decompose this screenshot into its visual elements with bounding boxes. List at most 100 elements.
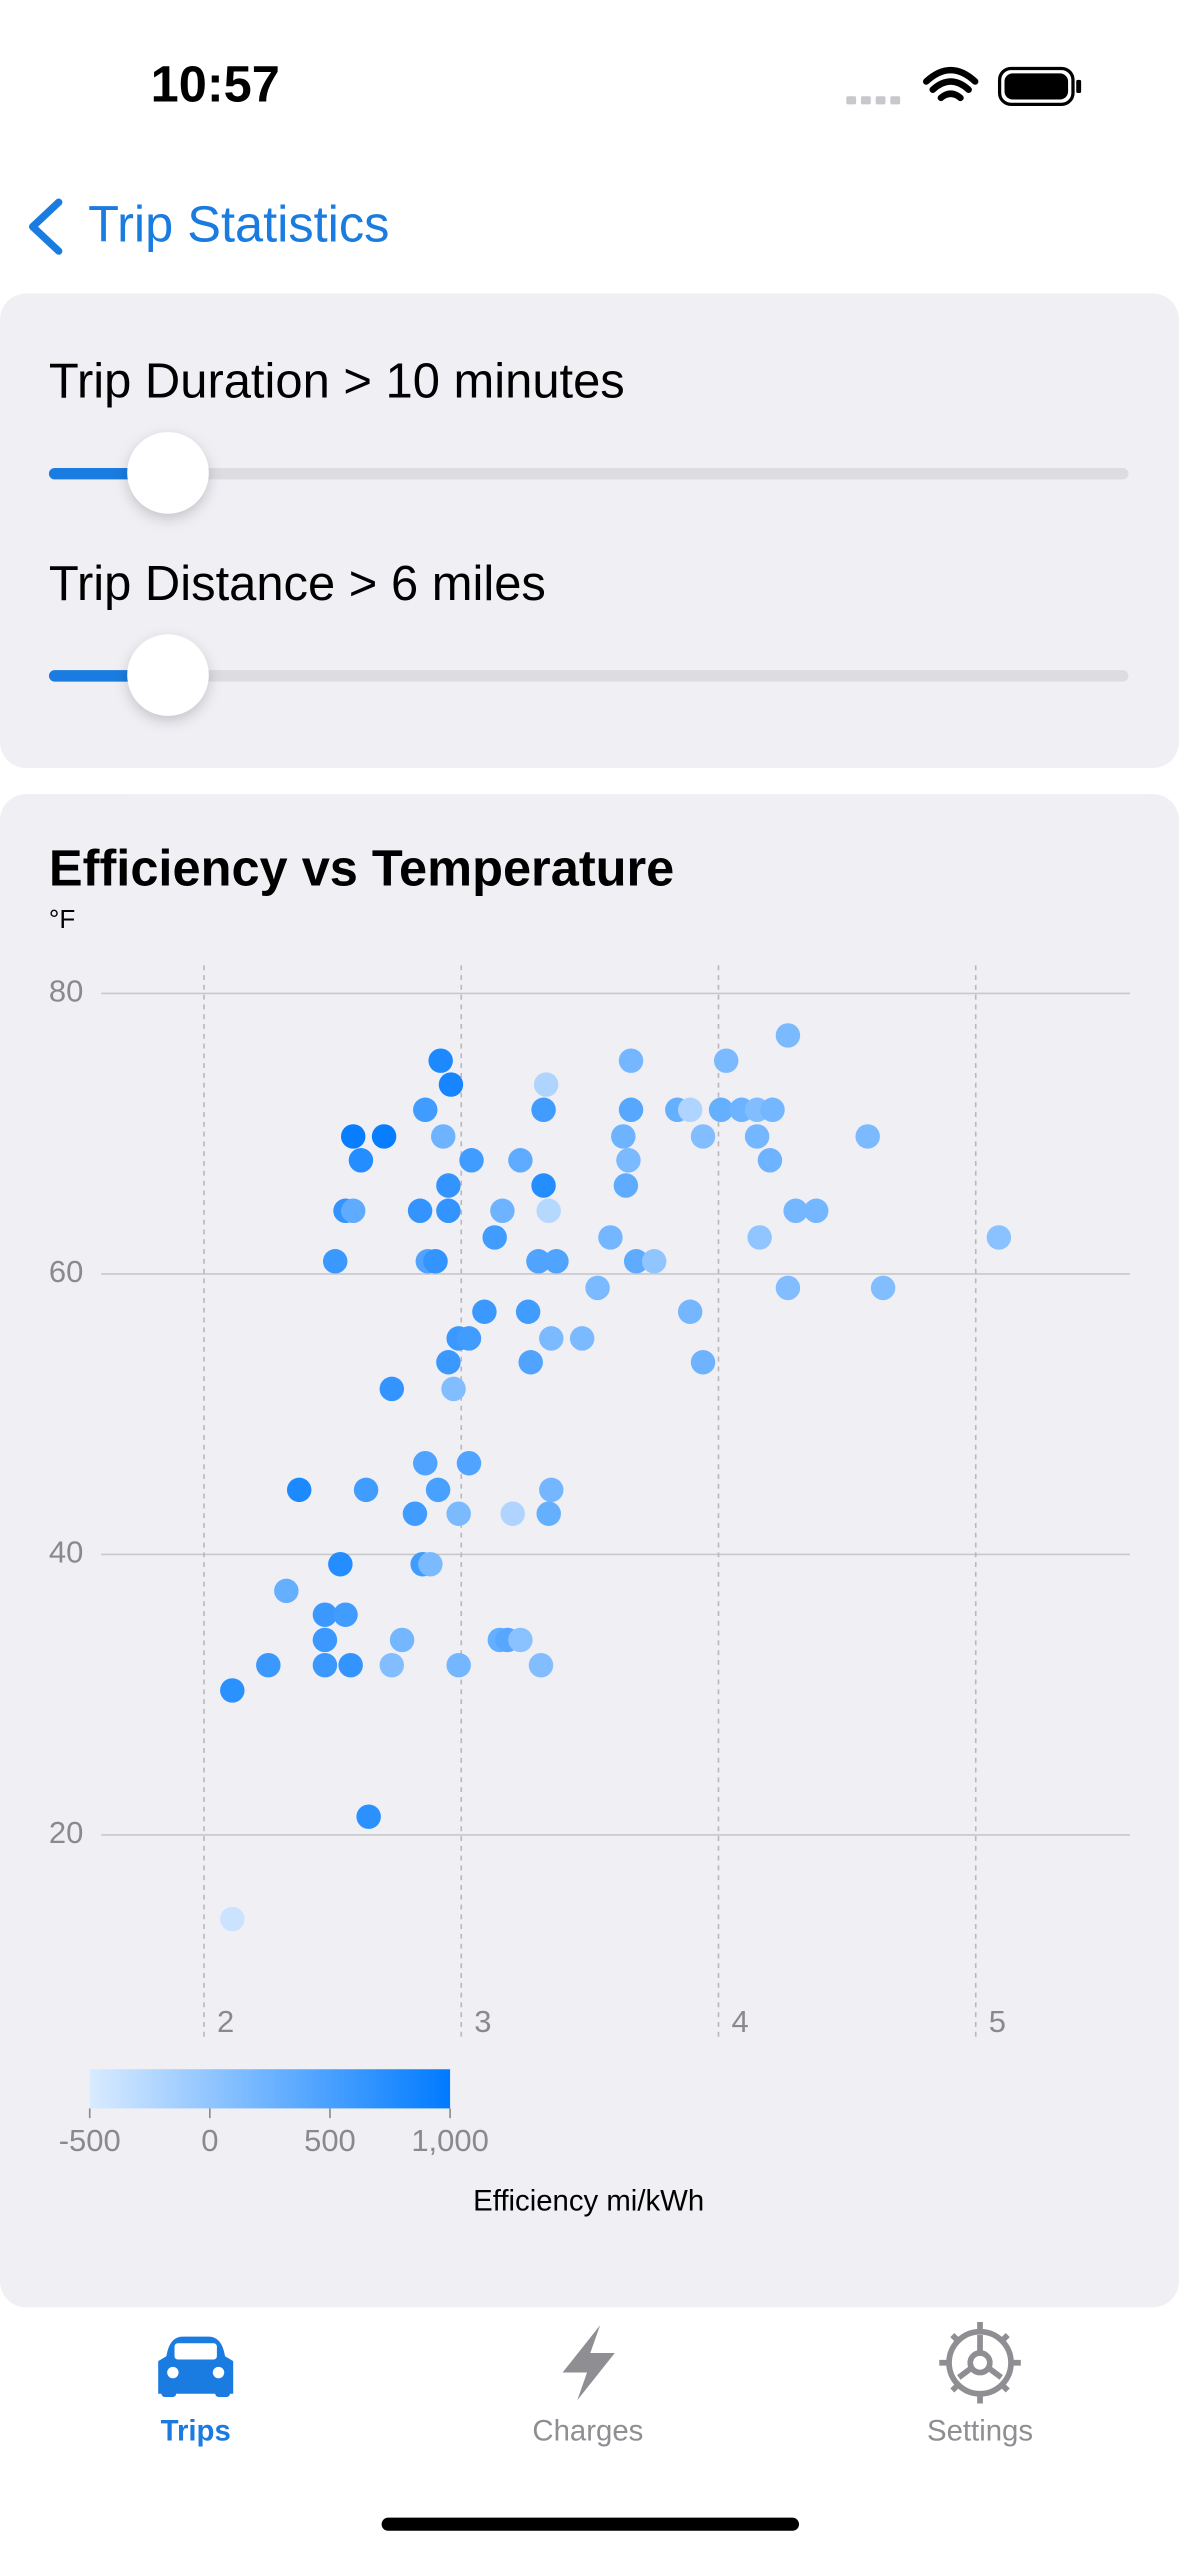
chart-card: [0, 794, 1179, 2308]
point: [413, 1451, 438, 1476]
colorbar: [89, 2069, 451, 2109]
point: [804, 1198, 829, 1224]
point: [536, 1501, 561, 1526]
point: [220, 1678, 245, 1703]
point: [438, 1072, 464, 1097]
x-tick-label: 4: [732, 2004, 749, 2039]
point: [338, 1652, 363, 1678]
colorbar-tick-label: -500: [59, 2123, 121, 2158]
point: [425, 1477, 451, 1503]
status-time: 10:57: [151, 55, 280, 112]
point: [536, 1198, 561, 1224]
point: [423, 1249, 448, 1274]
point: [500, 1501, 525, 1526]
point: [775, 1023, 801, 1048]
back-chevron[interactable]: [28, 198, 63, 255]
slider[interactable]: [48, 432, 1129, 514]
point: [598, 1225, 623, 1250]
point: [441, 1376, 466, 1402]
colorbar-tick-label: 500: [304, 2123, 356, 2158]
point: [340, 1124, 366, 1149]
point: [482, 1225, 507, 1250]
y-tick-label: 60: [49, 1254, 83, 1289]
point: [322, 1249, 348, 1274]
point: [407, 1198, 433, 1224]
filter-label: Trip Distance > 6 miles: [49, 557, 546, 611]
x-axis-label: Efficiency mi/kWh: [473, 2185, 704, 2218]
point: [690, 1350, 716, 1375]
tab-label[interactable]: Charges: [532, 2415, 643, 2448]
point: [312, 1652, 338, 1678]
point: [333, 1602, 358, 1627]
point: [690, 1124, 716, 1149]
y-tick-label: 80: [49, 974, 83, 1009]
point: [539, 1326, 564, 1351]
point: [508, 1148, 533, 1173]
chart-title: Efficiency vs Temperature: [49, 840, 674, 897]
point: [356, 1804, 381, 1829]
point: [713, 1048, 739, 1073]
point: [677, 1097, 703, 1123]
point: [870, 1275, 896, 1301]
tab-icon-charges[interactable]: [562, 2325, 615, 2401]
point: [431, 1124, 456, 1149]
point: [531, 1173, 556, 1198]
point: [528, 1652, 554, 1678]
point: [708, 1097, 734, 1123]
y-axis-label: °F: [49, 904, 75, 934]
point: [569, 1326, 595, 1351]
point: [515, 1299, 541, 1324]
point: [436, 1198, 461, 1224]
point: [533, 1072, 559, 1097]
point: [220, 1906, 245, 1932]
point: [986, 1225, 1012, 1250]
home-indicator: [381, 2517, 800, 2531]
tab-icon-settings[interactable]: [939, 2322, 1021, 2404]
point: [286, 1477, 312, 1503]
point: [744, 1124, 770, 1149]
point: [531, 1097, 556, 1123]
plot: 20 40 60 80 2 3 4 5 -500 0 500 1,000: [49, 965, 1131, 2158]
filter-card: [0, 293, 1179, 769]
point: [855, 1124, 880, 1149]
point: [456, 1451, 482, 1476]
point: [459, 1148, 484, 1173]
tab-icon-trips[interactable]: [158, 2336, 234, 2398]
point: [783, 1198, 808, 1224]
point: [446, 1501, 471, 1526]
tab-label[interactable]: Trips: [161, 2415, 231, 2448]
point: [256, 1652, 281, 1678]
point: [379, 1652, 405, 1678]
back-button[interactable]: Trip Statistics: [88, 196, 389, 253]
point: [757, 1148, 783, 1173]
y-tick-label: 40: [49, 1535, 83, 1570]
point: [618, 1097, 644, 1123]
point: [618, 1048, 644, 1073]
point: [389, 1627, 415, 1653]
point: [760, 1097, 785, 1123]
point: [518, 1350, 543, 1375]
point: [428, 1048, 453, 1073]
tab-label[interactable]: Settings: [927, 2415, 1033, 2448]
point: [641, 1249, 667, 1274]
slider[interactable]: [48, 634, 1129, 716]
status-icons: [846, 66, 1082, 106]
filter-label: Trip Duration > 10 minutes: [49, 355, 625, 409]
point: [418, 1551, 443, 1577]
point: [613, 1173, 639, 1198]
colorbar-tick-label: 1,000: [411, 2123, 489, 2158]
point: [508, 1627, 533, 1653]
point: [611, 1124, 636, 1149]
point: [456, 1326, 482, 1351]
point: [446, 1652, 471, 1678]
point: [490, 1198, 515, 1224]
point: [747, 1225, 772, 1250]
point: [623, 1249, 649, 1274]
point: [312, 1602, 338, 1627]
point: [340, 1198, 366, 1224]
point: [616, 1148, 641, 1173]
point: [775, 1275, 801, 1301]
point: [402, 1501, 428, 1526]
point: [436, 1350, 461, 1375]
